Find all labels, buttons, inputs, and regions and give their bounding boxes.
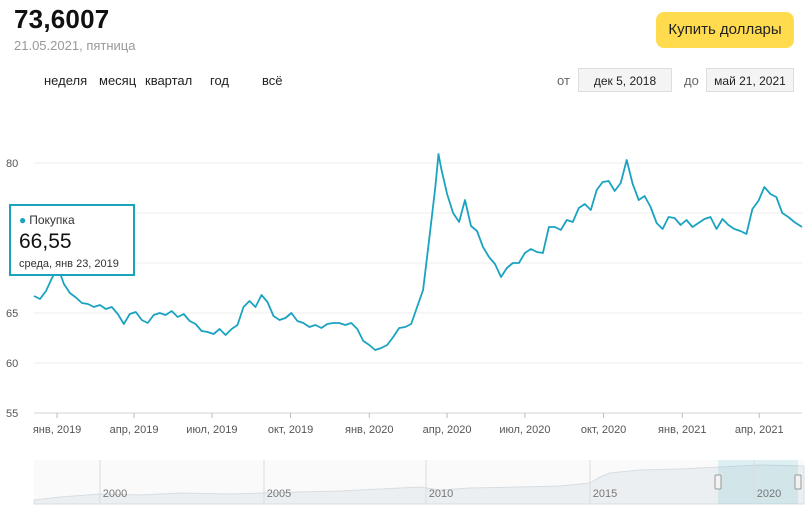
y-tick-label: 60 [6,358,18,370]
navigator-history-area [33,464,805,505]
x-tick-label: янв, 2020 [345,424,393,436]
x-axis: янв, 2019 апр, 2019 июл, 2019 окт, 2019 янв,… [33,412,802,436]
y-axis-labels: 55 60 65 80 [6,158,18,420]
tooltip-value: 66,55 [19,230,72,253]
tooltip-date: среда, янв 23, 2019 [19,258,119,270]
y-tick-label: 80 [6,158,18,170]
navigator-selected-window[interactable] [718,460,798,504]
navigator-right-handle[interactable] [794,474,802,490]
y-tick-label: 65 [6,308,18,320]
range-to-label: до [684,73,699,88]
range-from-input[interactable]: дек 5, 2018 [578,68,672,92]
period-week[interactable]: неделя [44,73,88,88]
x-tick-label: июл, 2019 [186,424,237,436]
x-tick-label: янв, 2021 [658,424,706,436]
date-text: 21.05.2021 [14,38,80,53]
chart-grid [34,162,802,364]
price-chart[interactable]: 55 60 65 80 янв, 2019 апр, 2019 июл, 2019 окт,… [0,0,808,440]
x-tick-label: окт, 2019 [268,424,313,436]
navigator-year-label: 2015 [593,488,617,500]
period-quarter[interactable]: квартал [145,73,193,88]
x-tick-label: июл, 2020 [499,424,550,436]
y-tick-label: 55 [6,408,18,420]
period-all[interactable]: всё [262,73,283,88]
x-tick-label: янв, 2019 [33,424,81,436]
x-tick-label: апр, 2021 [735,424,784,436]
price-date: 21.05.2021, пятница [14,38,136,53]
weekday-text: пятница [86,38,136,53]
period-year[interactable]: год [210,73,229,88]
range-to-input[interactable]: май 21, 2021 [706,68,794,92]
tooltip-series-label: Покупка [29,213,75,227]
tooltip: ● Покупка 66,55 среда, янв 23, 2019 [9,204,135,276]
navigator-year-labels: 2000 2005 2010 2015 2020 [103,488,781,500]
x-tick-label: апр, 2020 [423,424,472,436]
navigator-left-handle[interactable] [714,474,722,490]
x-tick-label: окт, 2020 [581,424,626,436]
buy-dollars-button[interactable]: Купить доллары [656,12,794,48]
price-line [33,153,803,351]
navigator-year-label: 2000 [103,488,127,500]
navigator-year-label: 2010 [429,488,453,500]
navigator-year-label: 2005 [267,488,291,500]
x-tick-label: апр, 2019 [110,424,159,436]
series-dot-icon: ● [19,213,27,227]
navigator-year-label: 2020 [757,488,781,500]
range-navigator[interactable]: 2000 2005 2010 2015 2020 [0,457,808,507]
price-value: 73,6007 [14,4,110,34]
period-month[interactable]: месяц [99,73,137,88]
range-from-label: от [557,73,570,88]
chart-series [33,153,803,351]
tooltip-series: ● Покупка [19,213,75,227]
